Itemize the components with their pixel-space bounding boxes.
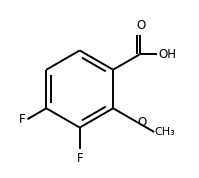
Text: O: O — [138, 116, 147, 129]
Text: CH₃: CH₃ — [155, 127, 176, 137]
Text: OH: OH — [158, 48, 176, 61]
Text: F: F — [19, 113, 25, 126]
Text: F: F — [76, 152, 83, 165]
Text: O: O — [136, 19, 145, 32]
